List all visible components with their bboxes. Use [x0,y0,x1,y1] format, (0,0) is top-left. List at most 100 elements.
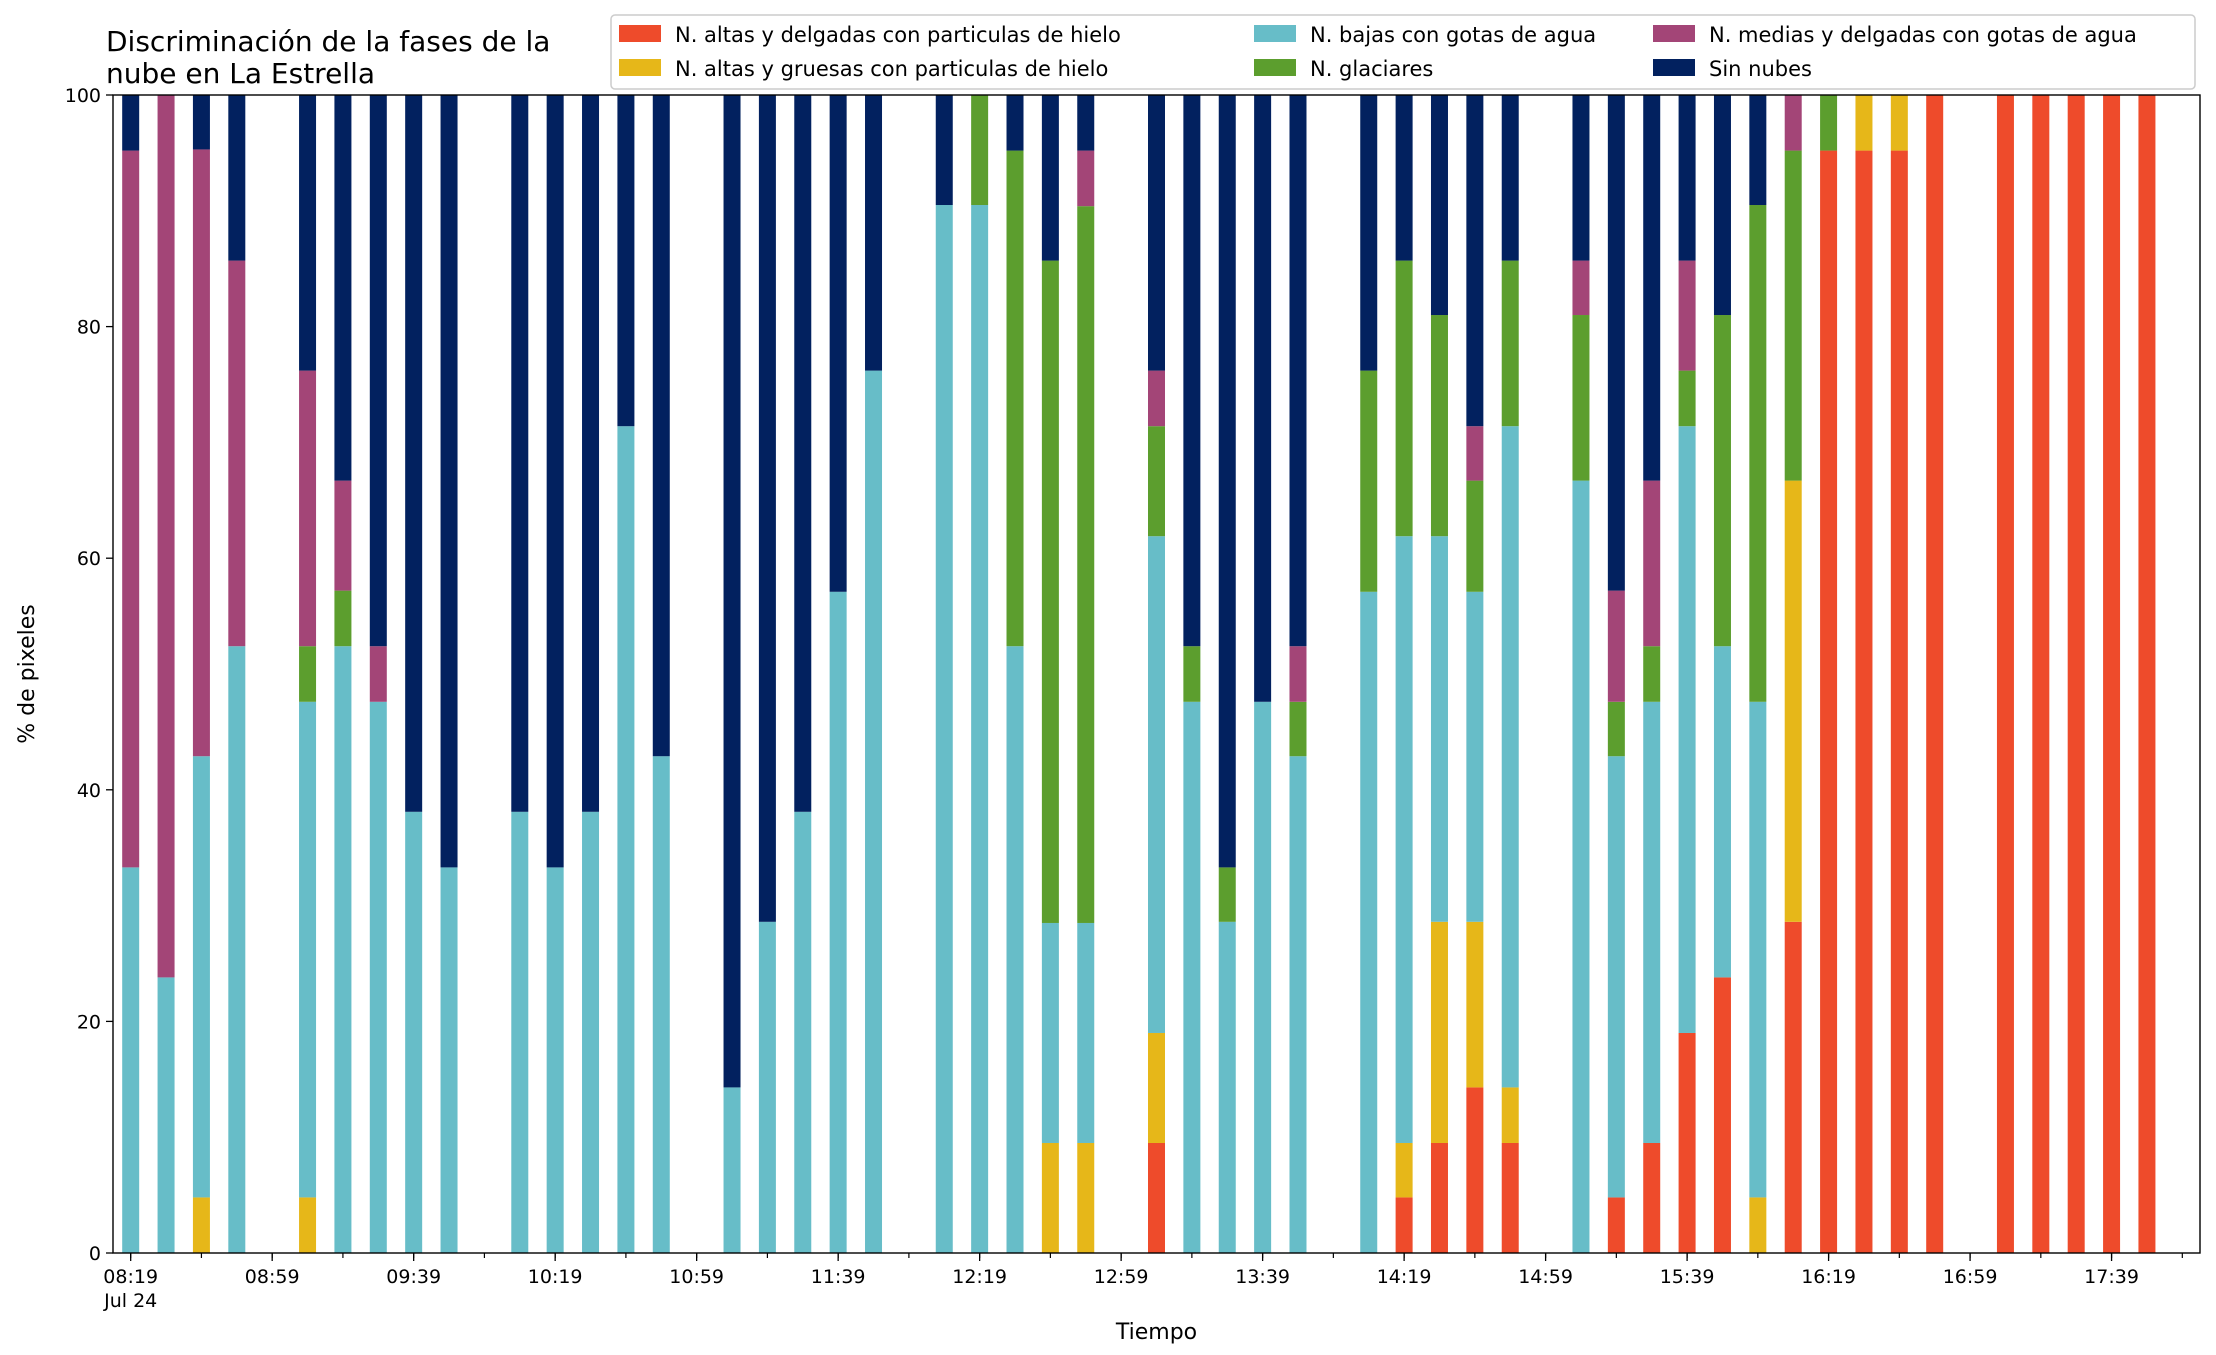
bar-segment-glaciated [1466,480,1484,592]
bar-segment-glaciated [1678,370,1696,427]
bar-segment-glaciated [1289,701,1307,757]
bar-segment-glaciated [1713,315,1731,647]
x-tick-label: 11:39 [811,1266,866,1288]
chart-title-line-2: nube en La Estrella [106,57,375,90]
bar-segment-thick-ice [1466,921,1484,1088]
bar-segment-low-water [1749,701,1767,1198]
bar-segment-thin-ice [1148,1142,1165,1253]
bar-segment-thin-ice [1395,1197,1413,1253]
bar-segment-clear [1607,95,1625,591]
bar-segment-clear [652,95,670,757]
bar-segment-low-water [1183,701,1201,1253]
bar-segment-clear [617,95,635,427]
bar-segment-glaciated [1218,867,1236,922]
bar-segment-clear [369,95,387,647]
bar-segment-glaciated [1784,150,1802,481]
legend-label: N. medias y delgadas con gotas de agua [1709,23,2137,47]
bar-segment-glaciated [1077,206,1095,923]
bar-segment-glaciated [1395,260,1413,537]
bar-segment-clear [440,95,458,868]
bar-segment-clear [1077,95,1095,151]
bar-segment-low-water [723,1087,741,1253]
bar-segment-thick-ice [192,1197,210,1253]
bar-segment-low-water [228,646,246,1253]
bar-segment-low-water [1289,756,1307,1253]
x-tick-label: 16:59 [1943,1266,1998,1288]
bar-segment-clear [546,95,564,868]
bar-segment-mid-water [1784,95,1802,151]
bar-segment-glaciated [1006,150,1024,647]
bar-segment-clear [1430,95,1448,316]
bar-segment-low-water [829,591,847,1253]
bar-segment-thin-ice [1926,95,1944,1253]
legend-swatch-low-water [1254,25,1296,42]
legend: N. altas y delgadas con particulas de hi… [610,14,2196,90]
x-axis-label: Tiempo [1115,1320,1197,1345]
bar-segment-glaciated [1749,205,1767,702]
bar-segment-clear [1501,95,1519,261]
y-axis-label: % de pixeles [15,604,40,743]
bar-segment-glaciated [1430,315,1448,537]
bar-segment-clear [1218,95,1236,868]
bar-segment-mid-water [334,480,352,591]
x-tick-label: 09:39 [386,1266,441,1288]
bar-segment-clear [1041,95,1059,261]
bar-segment-clear [122,95,140,151]
bar-segment-low-water [192,756,210,1198]
bar-segment-clear [1643,95,1661,481]
bar-segment-clear [1360,95,1378,371]
bar-segment-low-water [1643,701,1661,1143]
bar-segment-clear [758,95,776,922]
bar-segment-low-water [1607,756,1625,1198]
legend-label: N. bajas con gotas de agua [1310,23,1596,47]
bar-segment-low-water [1395,536,1413,1143]
y-tick-label: 40 [77,780,101,802]
bar-segment-thin-ice [1466,1087,1484,1253]
x-tick-label: 08:59 [245,1266,300,1288]
bar-segment-low-water [1430,536,1448,922]
y-tick-label: 100 [65,85,101,107]
bar-segment-thin-ice [2032,95,2050,1253]
bar-segment-low-water [865,370,883,1254]
bar-segment-clear [865,95,883,371]
bar-segment-thick-ice [299,1197,317,1253]
x-tick-label: 12:19 [952,1266,1007,1288]
x-tick-label: 10:59 [669,1266,724,1288]
bar-segment-clear [192,95,210,150]
legend-label: N. altas y gruesas con particulas de hie… [675,57,1108,81]
bar-segment-mid-water [157,95,175,978]
bar-segment-thick-ice [1784,480,1802,922]
x-axis: 08:19 08:59 09:39 10:19 10:59 11:39 12:19 12:59… [103,1253,2183,1288]
bar-segment-thick-ice [1148,1032,1165,1143]
bar-segment-thin-ice [2067,95,2085,1253]
bar-segment-thin-ice [1890,150,1908,1254]
bar-segment-clear [1289,95,1307,647]
x-date-label: Jul 24 [103,1290,157,1312]
bar-segment-low-water [511,811,529,1253]
bar-segment-mid-water [1148,370,1165,427]
bar-segment-clear [1006,95,1024,151]
y-tick-label: 80 [77,317,101,339]
bar-segment-low-water [617,426,635,1253]
bar-segment-clear [829,95,847,592]
bar-segment-low-water [369,701,387,1253]
bar-segment-thick-ice [1855,95,1873,151]
x-tick-label: 12:59 [1094,1266,1149,1288]
bar-segment-low-water [1572,480,1590,1253]
bar-segment-mid-water [1678,260,1696,371]
bar-segment-thin-ice [1678,1032,1696,1253]
bar-segment-mid-water [299,370,317,647]
bar-segment-mid-water [1289,646,1307,702]
bar-segment-glaciated [299,646,317,702]
legend-label: N. altas y delgadas con particulas de hi… [675,23,1121,47]
bar-segment-mid-water [369,646,387,702]
bar-segment-glaciated [1360,370,1378,592]
bar-segment-clear [511,95,529,812]
bar-segment-low-water [758,921,776,1253]
bar-segment-thick-ice [1077,1142,1095,1253]
x-tick-label: 16:19 [1801,1266,1856,1288]
x-tick-label: 14:19 [1377,1266,1432,1288]
bar-segment-low-water [1501,426,1519,1088]
chart-title: Discriminación de la fases de la nube en… [106,25,550,90]
